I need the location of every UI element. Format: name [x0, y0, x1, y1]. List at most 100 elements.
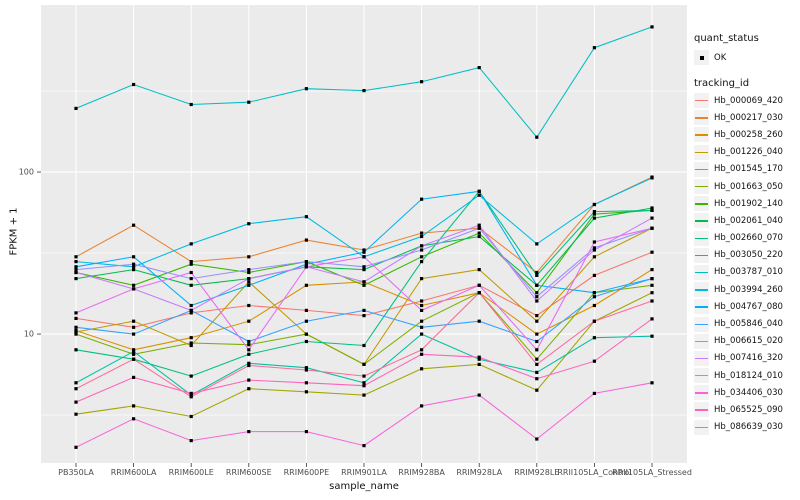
data-point-marker — [362, 255, 366, 259]
data-point-marker — [535, 339, 539, 344]
data-point-marker — [304, 430, 308, 434]
data-point-marker — [650, 25, 654, 29]
legend-item-label: Hb_065525_090 — [714, 404, 783, 415]
data-point-marker — [304, 215, 308, 219]
data-point-marker — [362, 250, 366, 254]
data-point-marker — [189, 395, 193, 399]
legend-ok-label: OK — [714, 52, 727, 63]
data-point-marker — [535, 370, 539, 374]
legend-key-swatch — [694, 144, 709, 160]
data-point-marker — [535, 314, 539, 318]
x-tick-label: RRIM600PE — [284, 468, 330, 477]
x-tick-label: RRIM928LA — [456, 468, 502, 477]
data-point-marker — [650, 299, 654, 303]
legend-line-icon — [695, 340, 708, 343]
data-point-marker — [304, 238, 308, 242]
data-point-marker — [132, 349, 136, 354]
data-point-marker — [592, 248, 596, 252]
data-point-marker — [535, 242, 539, 246]
legend-key-swatch — [694, 264, 709, 280]
legend-item-Hb_003787_010: Hb_003787_010 — [694, 264, 783, 281]
data-point-marker — [592, 202, 596, 207]
data-point-marker — [74, 255, 78, 259]
data-point-marker — [189, 262, 193, 266]
data-point-marker — [592, 391, 596, 395]
data-point-marker — [362, 374, 366, 378]
data-point-marker — [74, 311, 78, 315]
data-point-marker — [74, 277, 78, 281]
legend-line-icon — [695, 409, 708, 411]
data-point-marker — [189, 102, 193, 107]
data-point-marker — [535, 357, 539, 361]
data-point-marker — [132, 332, 136, 336]
legend-line-icon — [695, 392, 708, 394]
legend-key-swatch — [694, 316, 709, 332]
data-point-marker — [535, 283, 539, 287]
data-point-marker — [247, 387, 251, 391]
data-point-marker — [247, 319, 251, 323]
data-point-marker — [420, 319, 424, 323]
legend-line-icon — [695, 168, 708, 171]
legend-item-label: Hb_086639_030 — [714, 422, 783, 433]
data-point-marker — [477, 362, 481, 366]
data-point-marker — [132, 287, 136, 291]
legend-line-icon — [695, 186, 708, 188]
data-point-marker — [132, 82, 136, 87]
data-point-marker — [535, 273, 539, 277]
y-tick-label: 100 — [19, 168, 34, 177]
legend-line-icon — [695, 271, 708, 274]
legend-item-label: Hb_001902_140 — [714, 198, 783, 209]
legend-key-swatch — [694, 247, 709, 263]
data-point-marker — [592, 273, 596, 277]
legend-item-Hb_001902_140: Hb_001902_140 — [694, 195, 783, 212]
data-point-marker — [362, 89, 366, 93]
data-point-marker — [535, 332, 539, 336]
data-point-marker — [189, 303, 193, 308]
data-point-marker — [304, 262, 308, 266]
data-point-marker — [189, 260, 193, 264]
data-point-marker — [362, 283, 366, 287]
data-point-marker — [477, 319, 481, 323]
legend-line-icon — [695, 134, 708, 136]
data-point-marker — [650, 334, 654, 338]
data-point-marker — [132, 283, 136, 287]
x-tick-label: RRIM928BA — [398, 468, 445, 477]
data-point-marker — [189, 393, 193, 397]
data-point-marker — [74, 381, 78, 385]
legend-item-Hb_000258_260: Hb_000258_260 — [694, 126, 783, 143]
legend-item-label: Hb_002660_070 — [714, 233, 783, 244]
legend-line-icon — [695, 375, 708, 377]
data-point-marker — [74, 106, 78, 110]
data-point-marker — [362, 362, 366, 366]
legend-key-swatch — [694, 196, 709, 212]
legend-key-swatch — [694, 419, 709, 435]
data-points — [74, 25, 654, 449]
data-point-marker — [189, 374, 193, 378]
x-tick-label: RRIM901LA — [341, 468, 387, 477]
data-point-marker — [362, 268, 366, 272]
data-point-marker — [362, 308, 366, 312]
data-point-marker — [132, 265, 136, 269]
ok-point-icon — [699, 55, 704, 60]
data-point-marker — [74, 260, 78, 264]
legend-item-Hb_018124_010: Hb_018124_010 — [694, 367, 783, 384]
data-point-marker — [247, 255, 251, 259]
data-point-marker — [362, 384, 366, 388]
data-point-marker — [535, 295, 539, 299]
data-point-marker — [189, 336, 193, 340]
legend-item-label: Hb_034406_030 — [714, 387, 783, 398]
x-tick-label: PB350LA — [58, 468, 94, 477]
data-point-marker — [420, 367, 424, 371]
data-point-marker — [189, 277, 193, 281]
legend-item-Hb_005846_040: Hb_005846_040 — [694, 315, 783, 332]
data-point-marker — [362, 314, 366, 318]
legend-line-icon — [695, 426, 708, 429]
legend-line-icon — [695, 323, 708, 325]
data-point-marker — [132, 417, 136, 421]
data-point-marker — [535, 270, 539, 275]
data-point-marker — [477, 234, 481, 239]
data-point-marker — [247, 283, 251, 287]
data-point-marker — [189, 391, 193, 395]
data-point-marker — [592, 319, 596, 323]
